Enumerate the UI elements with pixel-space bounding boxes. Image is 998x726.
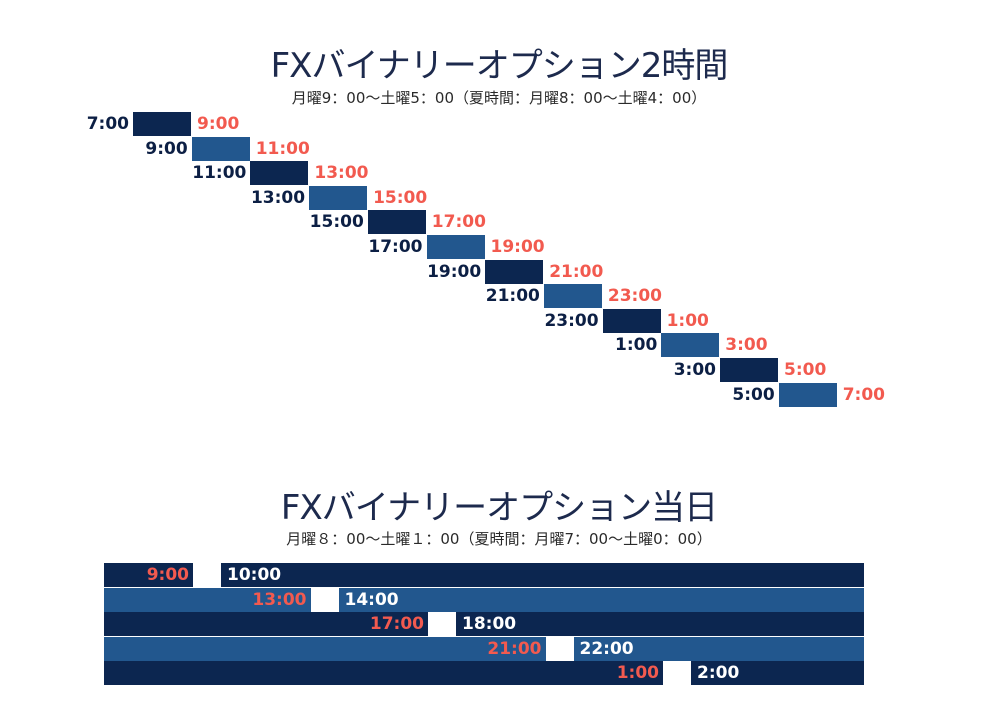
session-start-label: 11:00 bbox=[192, 163, 247, 184]
same-day-row: 9:00 10:00 bbox=[104, 563, 864, 587]
session-end-label: 11:00 bbox=[255, 138, 310, 159]
session-end-label: 3:00 bbox=[725, 335, 768, 356]
row-start-label: 22:00 bbox=[579, 638, 634, 659]
session-start-label: 5:00 bbox=[732, 384, 775, 405]
session-block bbox=[602, 308, 661, 333]
row-end-label: 1:00 bbox=[616, 663, 659, 684]
section2-subtitle: 月曜８：00～土曜１：00（夏時間：月曜7：00～土曜0：00） bbox=[286, 530, 712, 548]
session-start-label: 15:00 bbox=[309, 212, 364, 233]
session-start-label: 1:00 bbox=[615, 335, 658, 356]
row-end-label: 17:00 bbox=[369, 614, 424, 635]
session-start-label: 23:00 bbox=[544, 310, 599, 331]
same-day-row: 17:00 18:00 bbox=[104, 612, 864, 637]
session-block bbox=[720, 358, 778, 382]
same-day-row: 13:00 14:00 bbox=[104, 587, 864, 612]
session-start-label: 19:00 bbox=[427, 261, 482, 282]
session-end-label: 5:00 bbox=[784, 360, 827, 380]
session-end-label: 7:00 bbox=[842, 384, 885, 405]
session-start-label: 9:00 bbox=[145, 138, 188, 159]
session-end-label: 15:00 bbox=[373, 187, 428, 208]
section1-title: FXバイナリーオプション2時間 bbox=[270, 46, 729, 86]
session-start-label: 3:00 bbox=[673, 360, 716, 380]
session-start-label: 17:00 bbox=[368, 237, 423, 257]
row-end-label: 21:00 bbox=[487, 638, 542, 659]
session-start-label: 7:00 bbox=[86, 114, 129, 134]
session-start-label: 13:00 bbox=[250, 187, 306, 208]
session-block bbox=[191, 136, 250, 161]
row-gap bbox=[428, 612, 456, 637]
row-gap bbox=[545, 636, 574, 661]
session-block bbox=[778, 382, 837, 407]
session-end-label: 21:00 bbox=[549, 261, 604, 282]
session-end-label: 23:00 bbox=[607, 286, 663, 307]
row-start-label: 2:00 bbox=[697, 663, 740, 684]
session-start-label: 21:00 bbox=[485, 286, 540, 307]
row-end-label: 9:00 bbox=[146, 565, 189, 585]
session-block bbox=[426, 235, 485, 259]
session-end-label: 19:00 bbox=[490, 237, 545, 257]
row-start-label: 18:00 bbox=[462, 614, 517, 635]
same-day-row: 21:00 22:00 bbox=[104, 636, 864, 661]
session-end-label: 17:00 bbox=[431, 212, 486, 233]
session-block bbox=[133, 112, 191, 136]
session-end-label: 13:00 bbox=[314, 163, 369, 184]
session-end-label: 1:00 bbox=[666, 310, 709, 331]
row-gap bbox=[663, 661, 691, 686]
session-block bbox=[367, 210, 426, 235]
row-start-label: 14:00 bbox=[344, 589, 399, 610]
session-block bbox=[250, 161, 309, 186]
same-day-row: 1:00 2:00 bbox=[104, 661, 864, 686]
session-block bbox=[661, 333, 720, 358]
session-block bbox=[309, 185, 368, 210]
row-end-label: 13:00 bbox=[252, 589, 307, 610]
section1-subtitle: 月曜9：00～土曜5：00（夏時間：月曜8：00～土曜4：00） bbox=[291, 89, 707, 107]
session-end-label: 9:00 bbox=[197, 114, 240, 134]
row-start-label: 10:00 bbox=[227, 565, 282, 585]
row-gap bbox=[193, 563, 221, 587]
section2-title: FXバイナリーオプション当日 bbox=[280, 488, 718, 528]
row-gap bbox=[310, 587, 339, 612]
session-block bbox=[543, 284, 602, 309]
session-block bbox=[485, 259, 544, 284]
